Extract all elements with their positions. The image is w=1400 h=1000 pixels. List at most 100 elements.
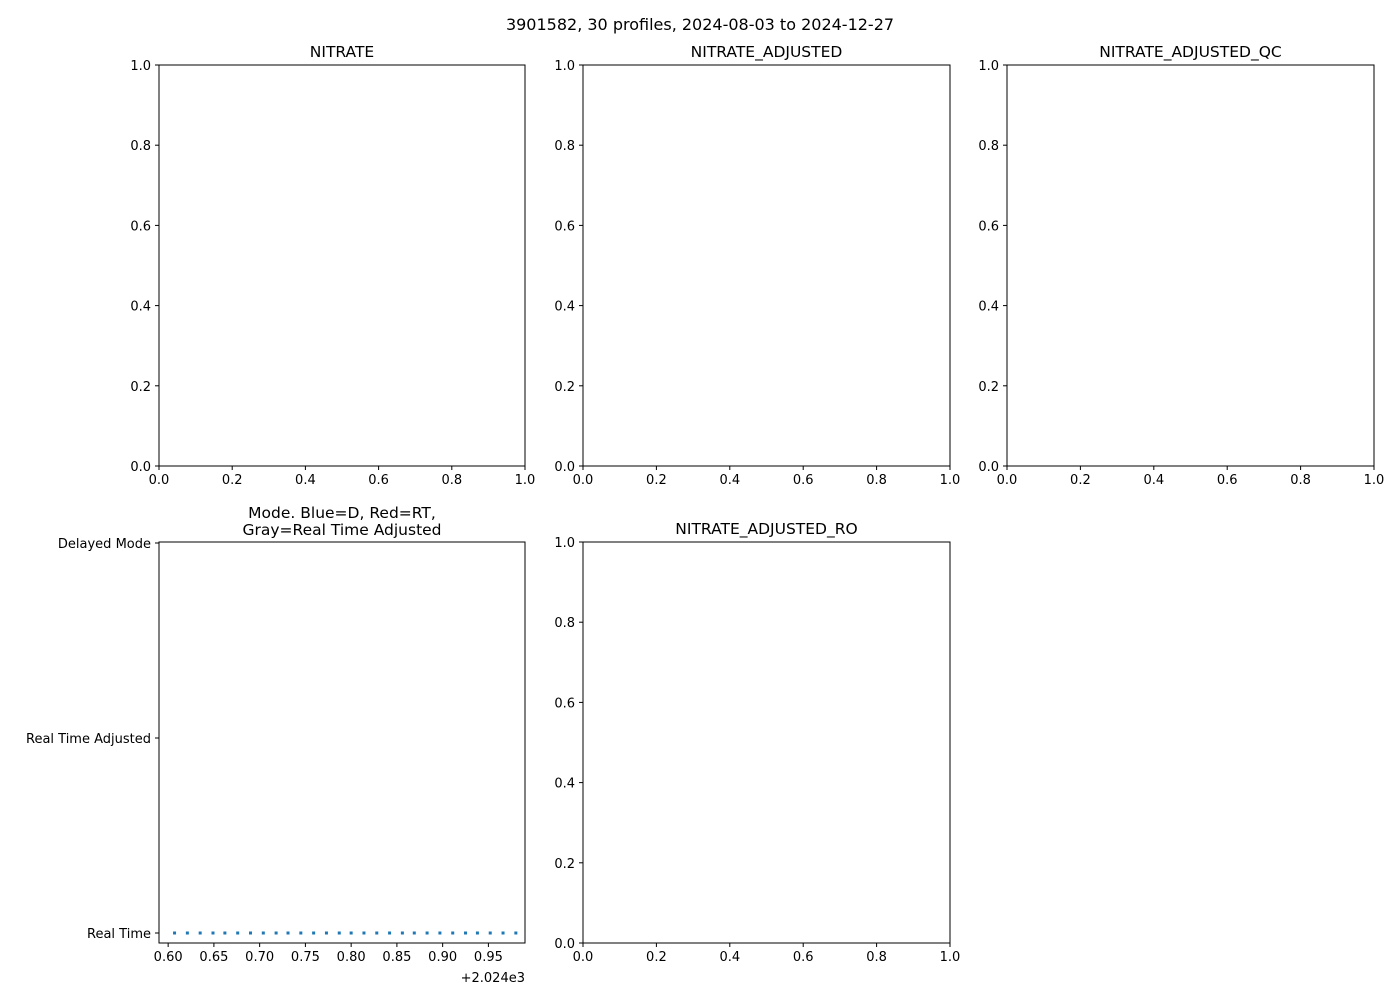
panel-mode: Mode. Blue=D, Red=RT,Gray=Real Time Adju… xyxy=(26,504,526,986)
data-point xyxy=(173,931,177,935)
data-point xyxy=(501,931,505,935)
data-point xyxy=(451,931,455,935)
x-tick-label: 0.6 xyxy=(793,473,814,488)
plot-area xyxy=(158,64,526,467)
data-point xyxy=(388,931,392,935)
data-point xyxy=(286,931,290,935)
x-tick-label: 0.2 xyxy=(646,473,667,488)
x-tick-label: 0.4 xyxy=(295,473,316,488)
x-tick-label: 0.8 xyxy=(866,950,887,965)
data-point xyxy=(223,931,227,935)
data-point xyxy=(236,931,240,935)
x-tick-label: 0.6 xyxy=(793,950,814,965)
data-point xyxy=(324,931,328,935)
x-tick-label: 0.4 xyxy=(719,950,740,965)
y-tick-label: 0.8 xyxy=(554,139,575,154)
x-tick-label: 0.0 xyxy=(149,473,170,488)
y-tick-label: 0.6 xyxy=(978,219,999,234)
data-point xyxy=(400,931,404,935)
x-tick-label: 0.85 xyxy=(382,950,411,965)
data-point xyxy=(412,931,416,935)
y-tick-label: 1.0 xyxy=(554,536,575,551)
y-tick-label: Delayed Mode xyxy=(58,537,151,552)
x-tick-label: 0.8 xyxy=(1290,473,1311,488)
y-tick-label: 0.0 xyxy=(978,460,999,475)
y-tick-label: Real Time Adjusted xyxy=(26,732,151,747)
data-point xyxy=(488,931,492,935)
x-tick-label: 0.65 xyxy=(199,950,228,965)
data-point xyxy=(375,931,379,935)
figure-suptitle: 3901582, 30 profiles, 2024-08-03 to 2024… xyxy=(505,15,895,34)
x-tick-label: 0.2 xyxy=(222,473,243,488)
y-tick-label: 1.0 xyxy=(130,59,151,74)
panel-nitrate-adjusted-ro: NITRATE_ADJUSTED_RO 0.0 0.2 0.4 0.6 0.8 1.0 0.0… xyxy=(554,520,960,965)
data-point xyxy=(362,931,366,935)
data-point xyxy=(299,931,303,935)
data-point xyxy=(211,931,215,935)
data-point xyxy=(475,931,479,935)
y-tick-label: 0.8 xyxy=(130,139,151,154)
panel-nitrate-adjusted: NITRATE_ADJUSTED 0.0 0.2 0.4 0.6 0.8 1.0 0.0 0.2… xyxy=(554,43,960,488)
data-point xyxy=(337,931,341,935)
x-tick-label: 0.2 xyxy=(1070,473,1091,488)
y-tick-label: 0.4 xyxy=(978,300,999,315)
x-tick-label: 1.0 xyxy=(940,473,961,488)
y-tick-label: 0.2 xyxy=(978,380,999,395)
x-tick-label: 1.0 xyxy=(1364,473,1385,488)
data-point xyxy=(312,931,316,935)
y-tick-label: 0.0 xyxy=(554,937,575,952)
x-tick-label: 0.70 xyxy=(245,950,274,965)
y-tick-label: 0.2 xyxy=(554,857,575,872)
subplot-title: Gray=Real Time Adjusted xyxy=(242,521,441,539)
x-tick-label: 0.4 xyxy=(1143,473,1164,488)
data-point xyxy=(464,931,468,935)
y-tick-label: 0.2 xyxy=(554,380,575,395)
data-point xyxy=(261,931,265,935)
y-tick-label: 0.6 xyxy=(554,219,575,234)
panel-nitrate-adjusted-qc: NITRATE_ADJUSTED_QC 0.0 0.2 0.4 0.6 0.8 1.0 0.0… xyxy=(978,43,1384,488)
subplot-title: NITRATE_ADJUSTED xyxy=(691,43,843,62)
x-tick-label: 0.8 xyxy=(441,473,462,488)
x-tick-label: 0.8 xyxy=(866,473,887,488)
x-tick-label: 0.60 xyxy=(154,950,183,965)
x-tick-label: 0.6 xyxy=(368,473,389,488)
x-tick-label: 0.0 xyxy=(997,473,1018,488)
x-tick-label: 0.0 xyxy=(573,950,594,965)
x-tick-label: 1.0 xyxy=(940,950,961,965)
data-point xyxy=(438,931,442,935)
plot-area xyxy=(158,541,526,944)
subplot-title: NITRATE_ADJUSTED_QC xyxy=(1099,43,1281,62)
plot-area xyxy=(582,64,951,467)
subplot-title: NITRATE_ADJUSTED_RO xyxy=(675,520,857,539)
y-tick-label: 0.4 xyxy=(554,777,575,792)
x-tick-label: 0.80 xyxy=(337,950,366,965)
y-tick-label: 0.0 xyxy=(130,460,151,475)
y-tick-label: 0.4 xyxy=(554,300,575,315)
y-tick-label: 1.0 xyxy=(978,59,999,74)
y-tick-label: 1.0 xyxy=(554,59,575,74)
y-tick-label: 0.0 xyxy=(554,460,575,475)
y-tick-label: 0.8 xyxy=(978,139,999,154)
data-point xyxy=(198,931,202,935)
data-point xyxy=(185,931,189,935)
x-tick-label: 0.0 xyxy=(573,473,594,488)
data-point xyxy=(349,931,353,935)
x-tick-label: 0.90 xyxy=(428,950,457,965)
data-point xyxy=(514,931,518,935)
panel-nitrate: NITRATE 0.0 0.2 0.4 0.6 0.8 1.0 0.0 0.2 0.4 0.6 0.8… xyxy=(130,43,535,488)
data-point xyxy=(425,931,429,935)
y-tick-label: 0.4 xyxy=(130,300,151,315)
data-point xyxy=(249,931,252,935)
y-tick-label: 0.2 xyxy=(130,380,151,395)
x-tick-label: 0.2 xyxy=(646,950,667,965)
plot-area xyxy=(1006,64,1375,467)
y-tick-label: Real Time xyxy=(87,927,151,942)
subplot-title: NITRATE xyxy=(310,43,374,61)
x-tick-label: 0.6 xyxy=(1217,473,1238,488)
y-tick-label: 0.8 xyxy=(554,616,575,631)
x-tick-label: 0.75 xyxy=(291,950,320,965)
x-tick-label: 0.95 xyxy=(474,950,503,965)
x-tick-label: 1.0 xyxy=(515,473,536,488)
x-offset-label: +2.024e3 xyxy=(461,971,525,986)
y-tick-label: 0.6 xyxy=(554,696,575,711)
